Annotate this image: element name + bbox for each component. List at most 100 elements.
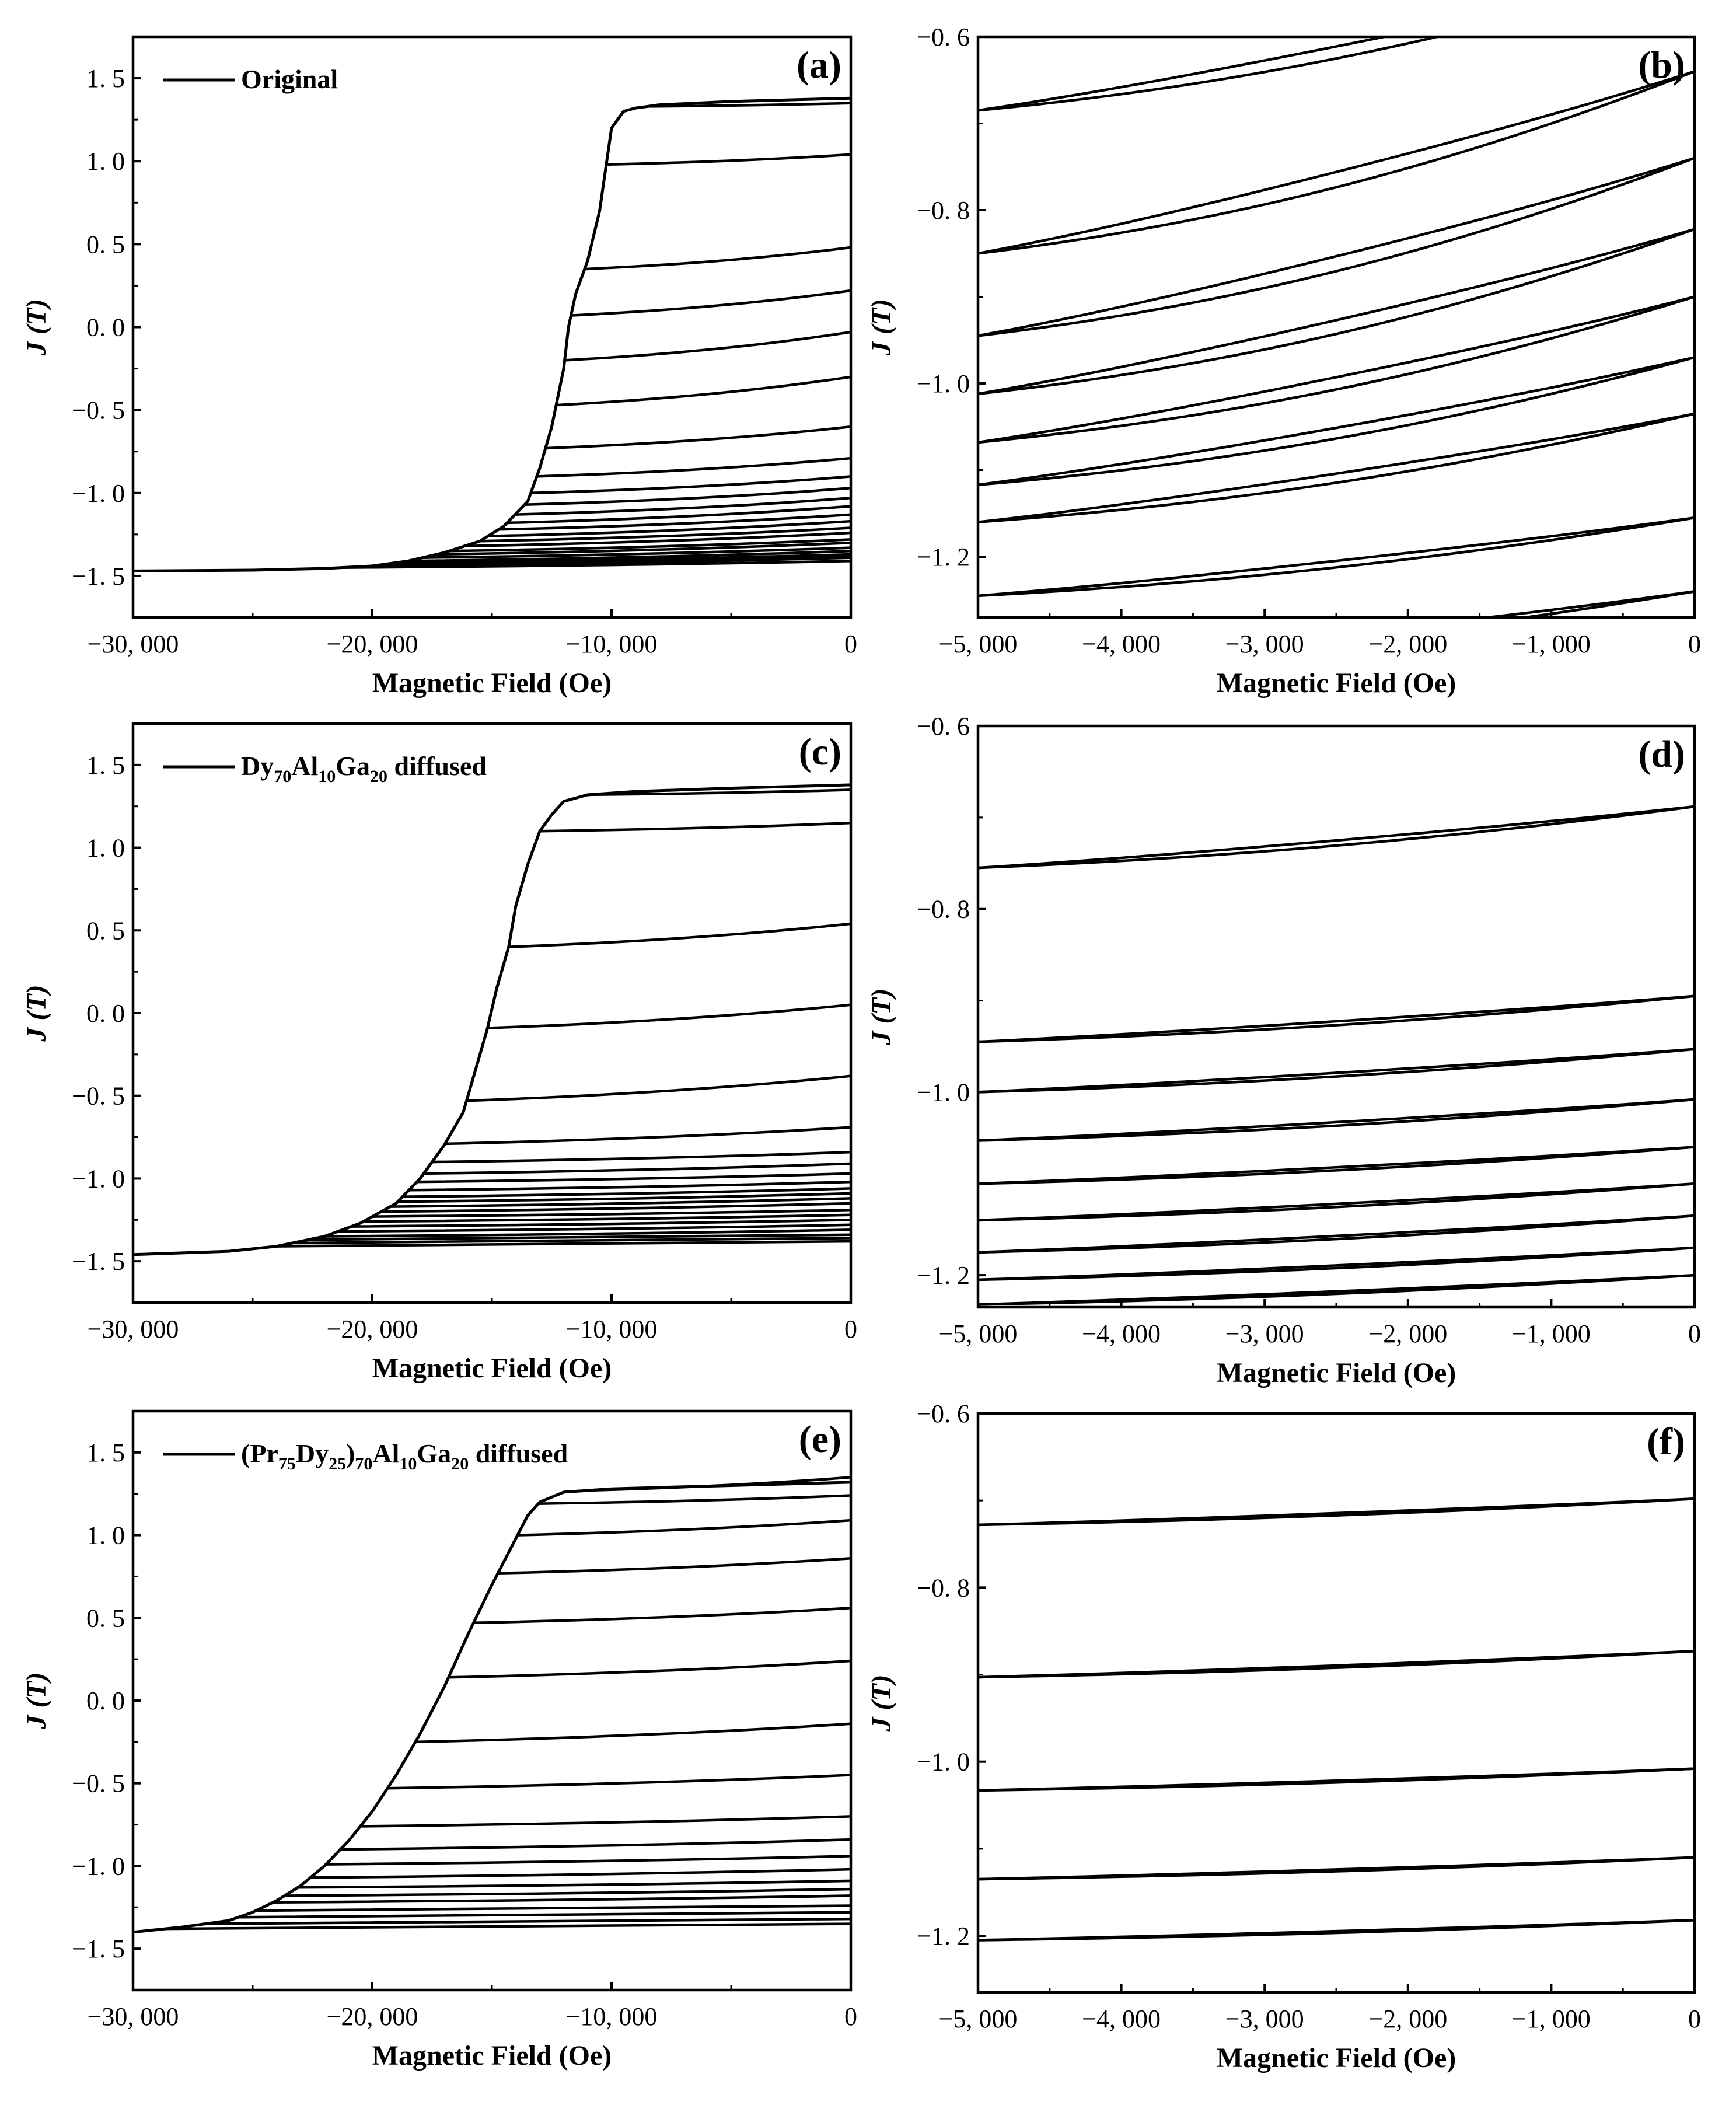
recoil-branch-24: [339, 560, 851, 569]
y-axis-title: J (T): [21, 985, 52, 1042]
plot-area: [978, 37, 1695, 617]
recoil-branch-11: [514, 497, 851, 516]
y-tick-label: −1. 0: [917, 369, 970, 398]
y-axis-title: J (T): [866, 299, 897, 356]
recoil-loop-6-upper: [978, 356, 1695, 487]
recoil-branch-13: [296, 1879, 851, 1889]
legend: Dy70Al10Ga20 diffused: [163, 751, 487, 786]
recoil-branch-15: [271, 1894, 851, 1904]
recoil-loop-5-upper: [978, 1918, 1695, 1942]
recoil-branch-2: [537, 1494, 851, 1505]
recoil-branch-2: [605, 153, 851, 166]
recoil-branch-15: [371, 1209, 851, 1218]
legend-text-part: Ga: [336, 751, 370, 781]
x-tick-label: −2, 000: [1368, 1319, 1447, 1348]
legend-text-part: Original: [241, 64, 338, 94]
x-tick-label: −30, 000: [88, 2002, 179, 2031]
legend: (Pr75Dy25)70Al10Ga20 diffused: [163, 1439, 568, 1474]
recoil-branch-17: [350, 1219, 851, 1228]
main-curve: [133, 96, 851, 572]
recoil-loop-5-lower: [978, 295, 1695, 444]
recoil-branch-16: [463, 531, 851, 548]
recoil-branch-21: [291, 1237, 851, 1245]
axes-frame: [976, 724, 1696, 1309]
recoil-loop-1-lower: [978, 1497, 1695, 1527]
y-tick-label: 1. 5: [86, 751, 125, 780]
axes-frame: [976, 35, 1696, 619]
x-tick-label: −30, 000: [88, 1315, 179, 1343]
recoil-loop-1-lower: [978, 805, 1695, 870]
recoil-loop-7-lower: [978, 1214, 1695, 1254]
panel-label: (d): [1638, 733, 1685, 776]
x-tick-label: −3, 000: [1225, 2005, 1304, 2033]
recoil-branch-14: [283, 1887, 851, 1897]
recoil-branch-11: [401, 1187, 851, 1198]
recoil-branch-17: [448, 538, 851, 553]
y-tick-label: −0. 5: [72, 1769, 125, 1798]
y-tick-label: −0. 8: [917, 196, 970, 225]
recoil-loop-1-upper: [978, 805, 1695, 870]
x-tick-label: −20, 000: [327, 1315, 418, 1343]
recoil-loop-2-upper: [978, 1649, 1695, 1679]
y-tick-label: −0. 8: [917, 1573, 970, 1602]
y-tick-label: −1. 5: [72, 1247, 125, 1276]
x-tick-label: −3, 000: [1225, 1319, 1304, 1348]
recoil-branch-1: [586, 788, 851, 797]
recoil-loop-5-lower: [978, 1918, 1695, 1942]
y-tick-label: −1. 5: [72, 1935, 125, 1963]
x-tick-label: −10, 000: [566, 2002, 658, 2031]
x-tick-label: −30, 000: [88, 630, 179, 658]
x-tick-label: −10, 000: [566, 1315, 658, 1343]
recoil-loop-4-lower: [978, 1856, 1695, 1881]
recoil-loop-6-lower: [978, 356, 1695, 487]
x-tick-label: −2, 000: [1368, 630, 1447, 658]
panel-label: (f): [1647, 1420, 1685, 1463]
x-tick-label: −10, 000: [566, 630, 658, 658]
recoil-branch-19: [163, 1922, 851, 1931]
recoil-branch-5: [472, 1607, 851, 1625]
x-tick-label: −2, 000: [1368, 2005, 1447, 2033]
recoil-loop-6-upper: [978, 1182, 1695, 1222]
recoil-branch-7: [544, 425, 851, 450]
y-tick-label: 0. 0: [86, 313, 125, 342]
recoil-branch-23: [371, 556, 851, 568]
recoil-loop-1-upper: [978, 37, 1391, 112]
legend-text-part: diffused: [469, 1439, 568, 1468]
x-tick-label: −1, 000: [1512, 2005, 1591, 2033]
recoil-branch-6: [447, 1659, 851, 1679]
legend-subscript: 20: [370, 767, 387, 786]
recoil-branch-20: [407, 550, 851, 563]
recoil-branch-12: [505, 505, 851, 525]
y-tick-label: −0. 6: [917, 712, 970, 741]
recoil-branch-16: [362, 1213, 851, 1223]
recoil-loop-7-upper: [978, 412, 1695, 523]
axes-frame: [131, 1409, 853, 1992]
recoil-loop-9-upper: [1476, 590, 1695, 617]
plot-area: [133, 783, 851, 1256]
x-axis-title: Magnetic Field (Oe): [372, 2040, 612, 2071]
recoil-loop-3-upper: [978, 156, 1695, 337]
x-tick-label: −1, 000: [1512, 1319, 1591, 1348]
recoil-loop-9-lower: [978, 1273, 1695, 1306]
legend-text-part: ): [346, 1439, 355, 1468]
x-axis-title: Magnetic Field (Oe): [1217, 2043, 1456, 2073]
recoil-branch-19: [323, 1228, 851, 1238]
recoil-branch-10: [339, 1838, 851, 1851]
x-axis-title: Magnetic Field (Oe): [372, 668, 612, 699]
recoil-loop-9-lower: [1515, 590, 1695, 617]
panel-b: −5, 000 −4, 000 −3, 000 −2, 000 −1, 000 0 −0. …: [866, 23, 1701, 699]
recoil-loop-2-lower: [978, 1649, 1695, 1679]
recoil-loop-2-lower: [978, 994, 1695, 1043]
panel-label: (a): [797, 44, 841, 86]
y-tick-label: −0. 5: [72, 1082, 125, 1111]
y-tick-label: 0. 0: [86, 1687, 125, 1715]
legend-text-part: (Pr: [241, 1439, 278, 1468]
legend: Original: [163, 64, 338, 94]
recoil-loop-5-lower: [978, 1146, 1695, 1185]
recoil-branch-3: [507, 922, 851, 948]
main-curve: [133, 783, 851, 1256]
recoil-branch-19: [421, 546, 851, 559]
recoil-branch-9: [415, 1172, 851, 1184]
y-tick-label: 1. 0: [86, 147, 125, 176]
